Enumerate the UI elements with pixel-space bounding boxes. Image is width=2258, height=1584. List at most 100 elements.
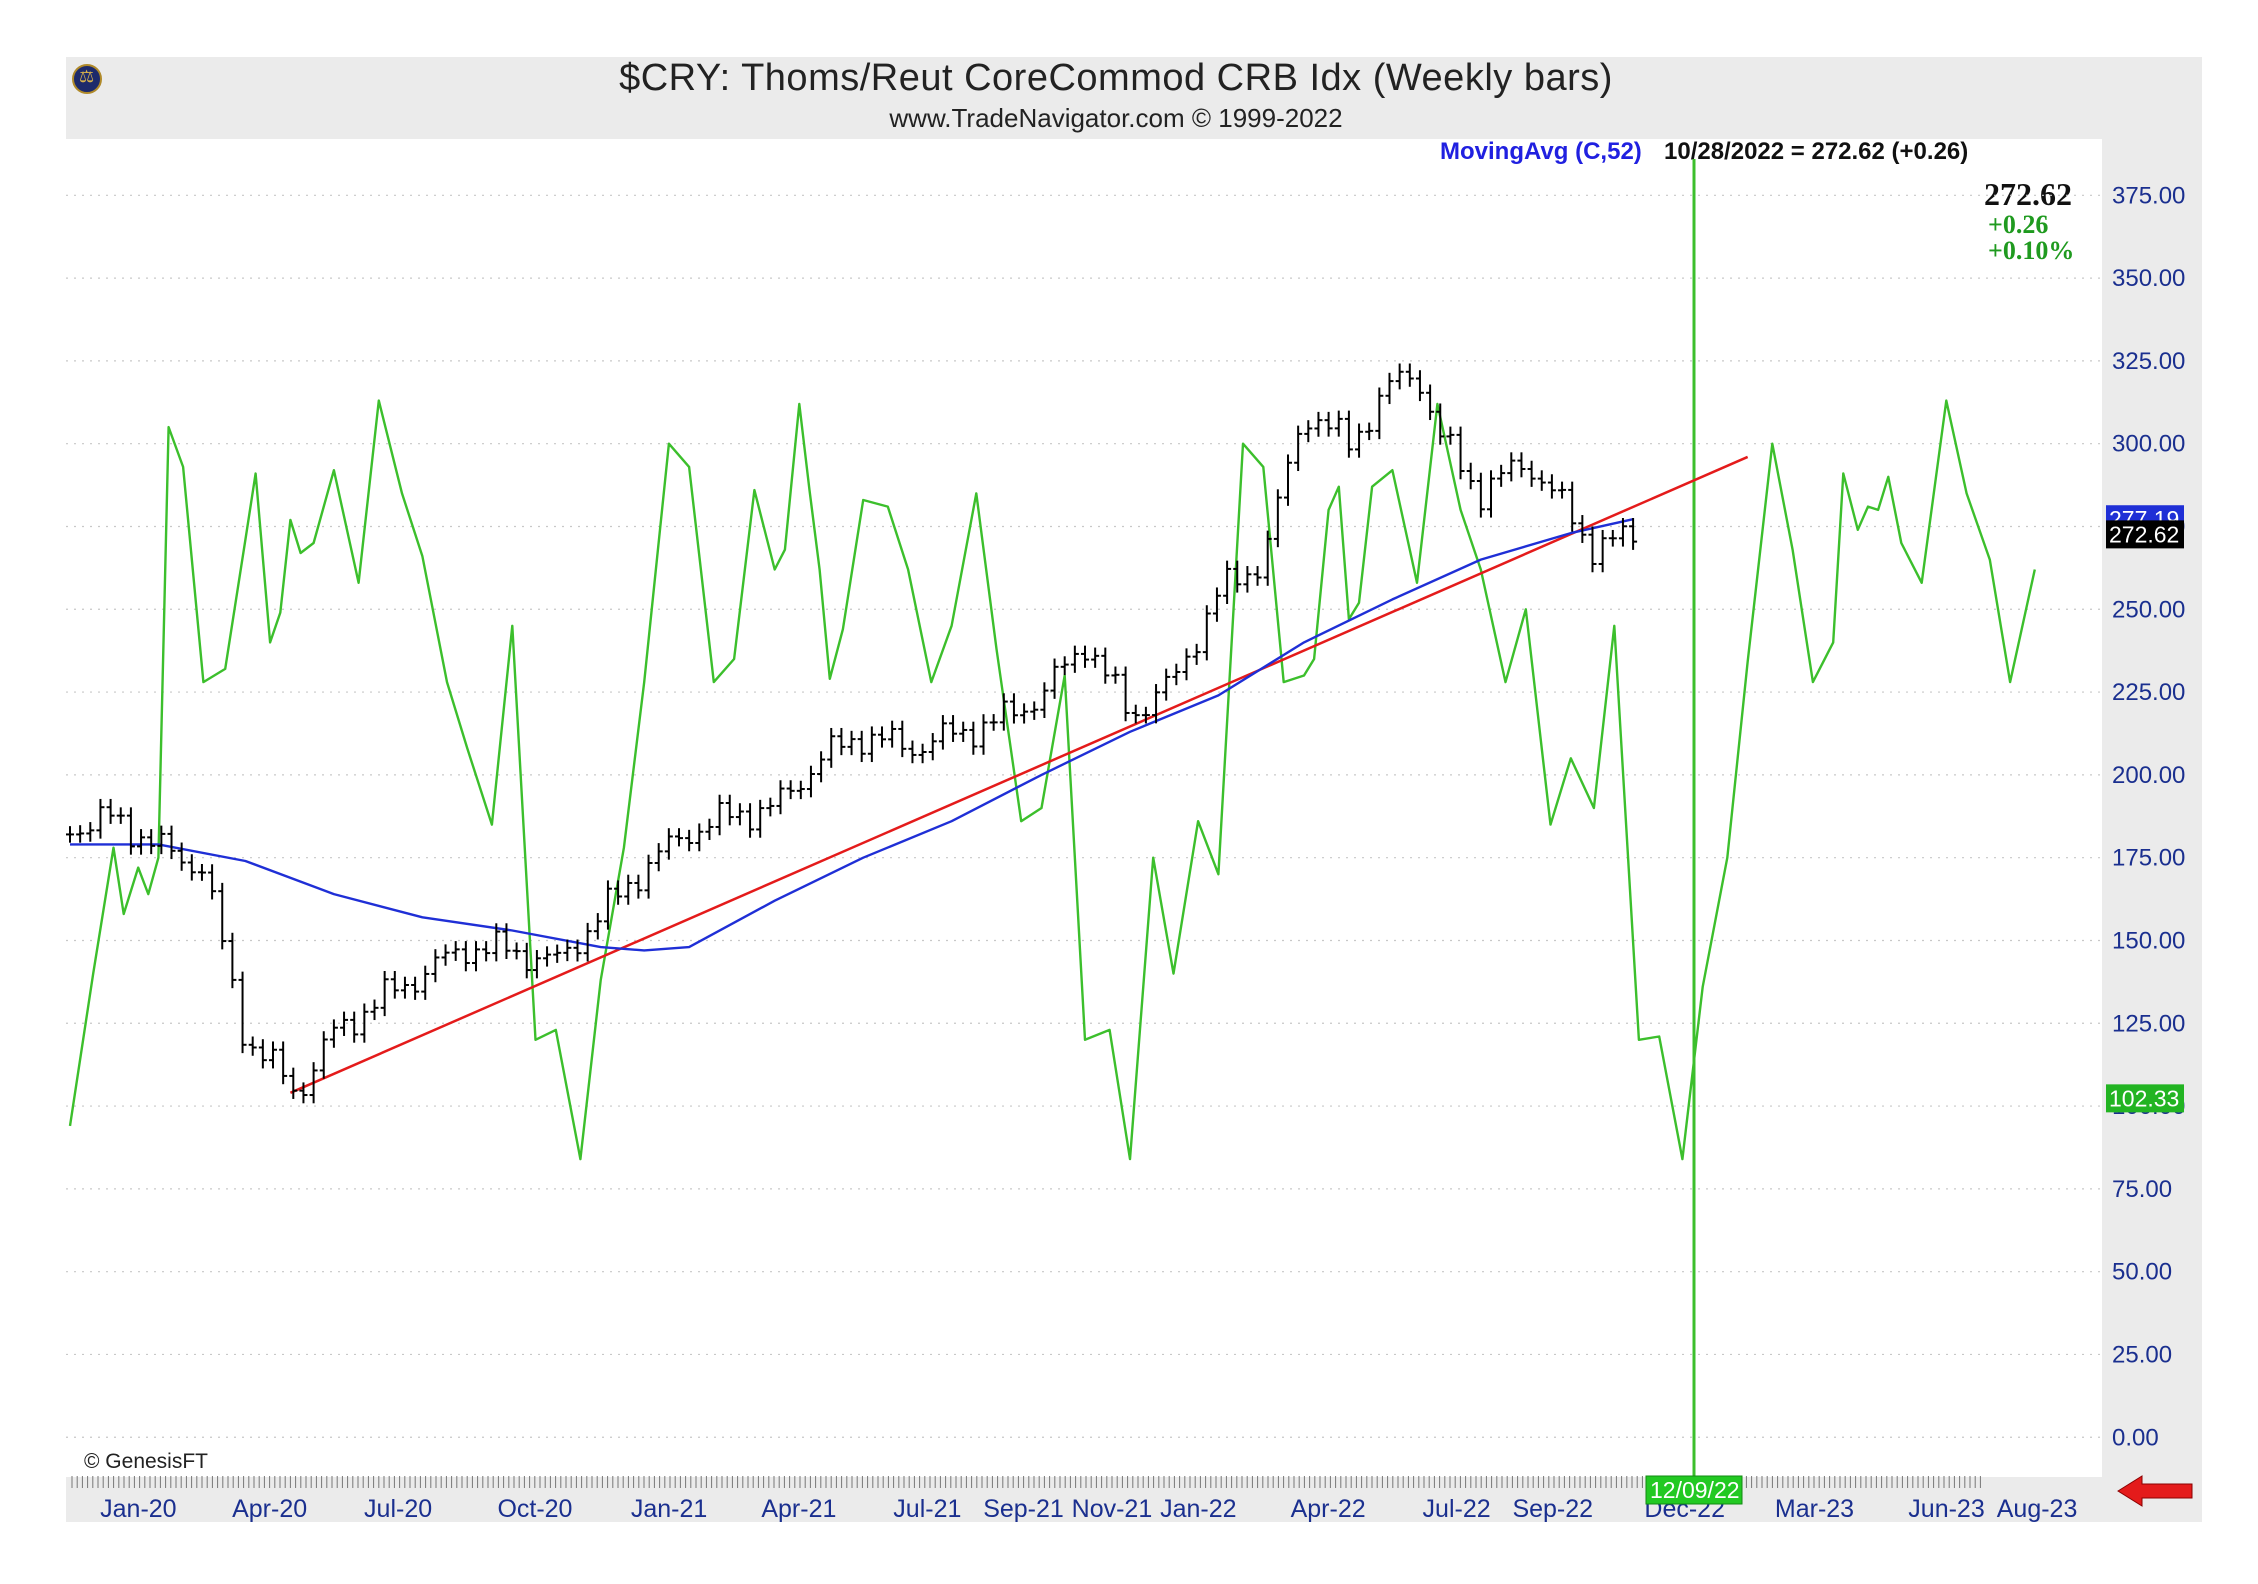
price-bar xyxy=(979,714,988,755)
price-bar xyxy=(1487,470,1495,518)
price-bar xyxy=(1040,682,1049,718)
price-bar xyxy=(999,693,1008,731)
y-tick-label: 225.00 xyxy=(2112,679,2185,706)
price-bar xyxy=(695,823,704,852)
price-bar xyxy=(451,941,460,961)
price-bar xyxy=(776,780,785,815)
x-tick-label: Jan-20 xyxy=(100,1495,176,1523)
price-bar xyxy=(583,922,592,962)
price-bar xyxy=(1101,647,1110,684)
price-bar xyxy=(634,874,643,899)
price-bar xyxy=(857,730,866,763)
cycle-tag: 102.33 xyxy=(2106,1084,2184,1113)
price-bar xyxy=(1405,363,1414,387)
y-tick-label: 25.00 xyxy=(2112,1341,2172,1368)
x-tick-label: Apr-21 xyxy=(761,1495,836,1523)
price-bar xyxy=(1152,684,1161,724)
price-bar xyxy=(1395,363,1404,390)
price-bar xyxy=(746,803,755,838)
price-bar xyxy=(1344,410,1353,458)
price-bar xyxy=(482,941,491,962)
price-bar xyxy=(1192,643,1201,665)
price-bar xyxy=(705,818,714,841)
x-tick-label: Mar-23 xyxy=(1775,1495,1854,1523)
x-axis-labels: Jan-20 Apr-20 Jul-20 Oct-20 Jan-21 Apr-21 Jul-… xyxy=(100,1495,2077,1523)
x-tick-label: Aug-23 xyxy=(1997,1495,2078,1523)
price-bar xyxy=(624,874,633,905)
cycle-line xyxy=(68,399,2036,1161)
price-bar xyxy=(177,842,186,871)
price-bar xyxy=(218,882,227,950)
price-bar xyxy=(309,1062,318,1104)
price-bar xyxy=(1568,481,1577,532)
grid-lines xyxy=(66,194,2100,1438)
price-tag-text: 272.62 xyxy=(2109,521,2179,547)
x-tick-label: Sep-21 xyxy=(983,1495,1064,1523)
price-bar xyxy=(878,726,886,748)
price-bar xyxy=(472,941,480,972)
data-credit: © GenesisFT xyxy=(84,1450,209,1473)
price-bar xyxy=(593,913,602,940)
price-bar xyxy=(1436,403,1445,445)
x-tick-label: Sep-22 xyxy=(1512,1495,1593,1523)
price-bar xyxy=(187,854,196,881)
price-bar xyxy=(786,780,795,800)
price-bar xyxy=(563,939,572,962)
price-bar xyxy=(167,825,176,860)
price-bar xyxy=(644,854,653,899)
price-bar xyxy=(329,1019,338,1048)
price-bar xyxy=(685,829,694,852)
price-bar xyxy=(928,733,937,761)
price-bar xyxy=(1304,420,1313,443)
price-bar xyxy=(1284,454,1292,506)
price-bar xyxy=(543,946,552,967)
price-bar xyxy=(654,843,663,872)
price-bar xyxy=(959,721,968,742)
price-bar xyxy=(1202,605,1211,661)
scroll-left-arrow-icon[interactable] xyxy=(2116,1474,2196,1508)
cycle-marker-date-box xyxy=(1645,1475,1743,1505)
price-bar xyxy=(279,1041,288,1085)
y-tick-label: 50.00 xyxy=(2112,1259,2172,1286)
price-tag: 272.62 xyxy=(2106,520,2184,549)
price-bar xyxy=(888,720,897,748)
price-bar xyxy=(360,1003,369,1043)
price-tag-box xyxy=(2106,520,2184,549)
price-bar xyxy=(969,721,978,755)
price-bar xyxy=(1608,529,1617,547)
y-axis-labels: 375.00350.00325.00300.00275.00250.00225.… xyxy=(2112,182,2185,1451)
price-bar xyxy=(1476,472,1485,518)
price-bar xyxy=(228,932,237,989)
y-tick-label: 350.00 xyxy=(2112,265,2185,292)
price-bar xyxy=(1629,518,1638,550)
price-bar xyxy=(197,864,206,881)
price-bar xyxy=(1233,560,1242,593)
price-bar xyxy=(532,950,541,979)
price-bar xyxy=(1081,645,1089,668)
price-bar xyxy=(1456,426,1465,480)
price-bar xyxy=(918,743,927,764)
price-bar xyxy=(1618,518,1627,547)
price-bar xyxy=(512,942,521,960)
x-tick-label: Apr-22 xyxy=(1291,1495,1366,1523)
x-tick-label: Oct-20 xyxy=(497,1495,572,1523)
last-price: 272.62 xyxy=(1984,176,2072,212)
price-bar xyxy=(1446,426,1455,445)
price-bar xyxy=(248,1036,257,1056)
x-tick-label: Jul-21 xyxy=(893,1495,961,1523)
y-tick-label: 175.00 xyxy=(2112,845,2185,872)
price-bar xyxy=(664,828,673,860)
price-bar xyxy=(411,976,420,1000)
price-bar xyxy=(319,1031,328,1079)
price-bar xyxy=(1060,656,1069,676)
price-bar xyxy=(1141,706,1150,724)
moving-average-line xyxy=(70,518,1634,952)
price-bar xyxy=(289,1067,298,1099)
price-bar xyxy=(421,965,430,1000)
price-bar xyxy=(614,880,623,905)
price-bar xyxy=(380,970,389,1017)
y-tick-label: 75.00 xyxy=(2112,1176,2172,1203)
price-bar xyxy=(66,826,74,843)
price-bar xyxy=(157,825,166,855)
